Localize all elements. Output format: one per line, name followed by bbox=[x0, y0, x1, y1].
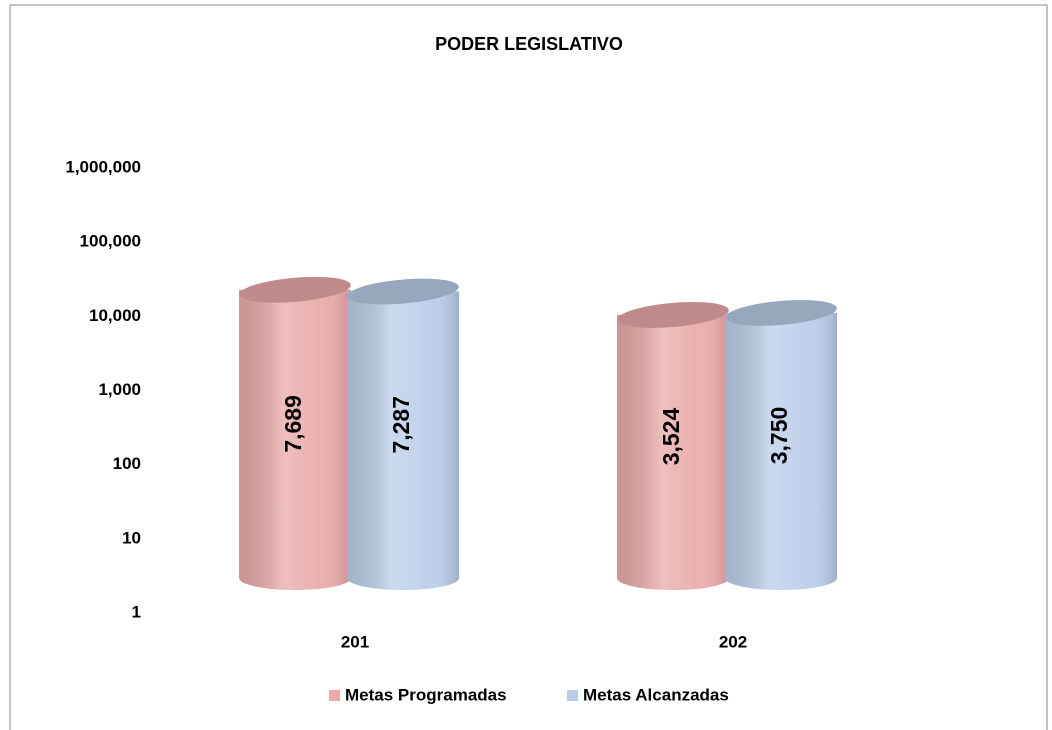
y-tick-label: 1,000,000 bbox=[65, 157, 141, 176]
legend-swatch bbox=[329, 690, 340, 701]
cylinder-top bbox=[617, 302, 729, 328]
cylinder-top bbox=[725, 300, 837, 326]
data-label: 7,689 bbox=[280, 395, 306, 453]
cylinder-top-shade bbox=[725, 300, 837, 326]
y-tick-label: 1 bbox=[132, 602, 141, 621]
bar-shade bbox=[239, 289, 351, 578]
data-label: 7,287 bbox=[388, 396, 414, 454]
bar-shade bbox=[617, 314, 729, 578]
y-tick-label: 100,000 bbox=[80, 232, 141, 251]
chart-title: PODER LEGISLATIVO bbox=[435, 34, 623, 54]
cylinder bbox=[725, 300, 837, 590]
y-tick-label: 10 bbox=[122, 528, 141, 547]
x-tick-label: 201 bbox=[341, 632, 369, 651]
bar-shade bbox=[347, 291, 459, 578]
y-tick-label: 10,000 bbox=[89, 306, 141, 325]
legend-swatch bbox=[567, 690, 578, 701]
chart-border bbox=[9, 4, 1048, 730]
cylinder-top bbox=[239, 276, 351, 303]
cylinder bbox=[239, 276, 351, 590]
cylinder bbox=[617, 302, 729, 590]
y-tick-label: 100 bbox=[113, 454, 141, 473]
cylinder-top bbox=[347, 278, 459, 305]
x-tick-label: 202 bbox=[719, 632, 747, 651]
data-label: 3,750 bbox=[766, 407, 792, 465]
legend-label: Metas Alcanzadas bbox=[583, 685, 729, 704]
cylinder-top-shade bbox=[617, 302, 729, 328]
cylinder-top-shade bbox=[347, 278, 459, 305]
y-tick-label: 1,000 bbox=[98, 380, 141, 399]
cylinder bbox=[347, 278, 459, 590]
bar-shade bbox=[725, 312, 837, 578]
cylinder-top-shade bbox=[239, 276, 351, 303]
data-label: 3,524 bbox=[658, 407, 684, 465]
legend-label: Metas Programadas bbox=[345, 685, 507, 704]
